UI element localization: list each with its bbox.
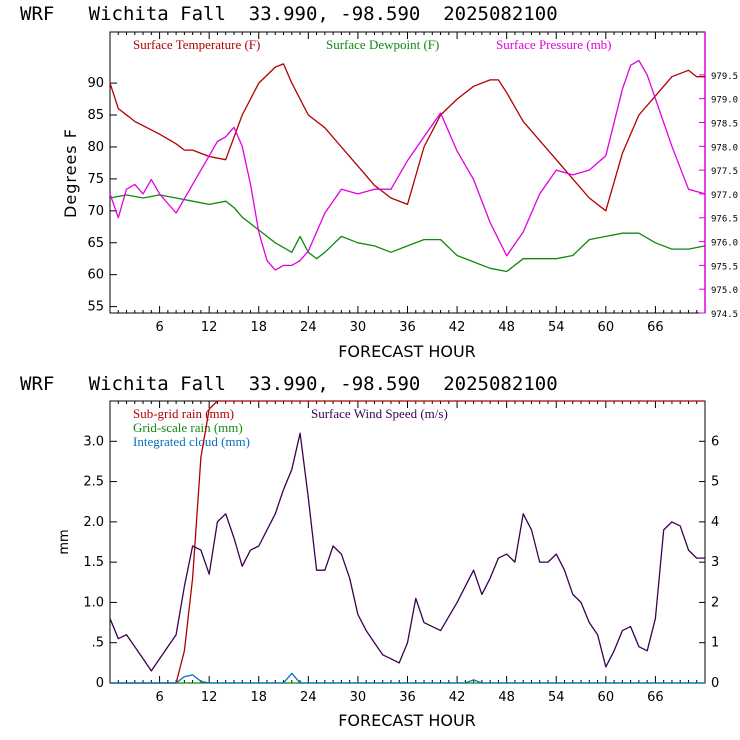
x-tick-label: 24 bbox=[300, 320, 317, 335]
chart2-legend-gridscale: Grid-scale rain (mm) bbox=[133, 420, 243, 435]
chart1-series bbox=[109, 59, 706, 273]
y2-tick-label: 976.5 bbox=[711, 215, 738, 225]
x-tick-label: 60 bbox=[598, 320, 615, 335]
y2-tick-label: 1 bbox=[711, 636, 719, 651]
y-tick-label: 2.5 bbox=[83, 475, 104, 490]
chart1-title: WRF Wichita Fall 33.990, -98.590 2025082… bbox=[20, 3, 558, 25]
chart2-x-axis-label: FORECAST HOUR bbox=[338, 711, 476, 730]
x-tick-label: 18 bbox=[250, 690, 267, 705]
chart-rain-wind: WRF Wichita Fall 33.990, -98.590 2025082… bbox=[20, 373, 719, 730]
chart1-x-axis-label: FORECAST HOUR bbox=[338, 342, 476, 361]
series-line-subgrid bbox=[110, 400, 705, 684]
y2-tick-label: 975.0 bbox=[711, 286, 738, 296]
x-tick-label: 12 bbox=[201, 690, 218, 705]
x-tick-label: 42 bbox=[449, 320, 466, 335]
x-tick-label: 36 bbox=[399, 320, 416, 335]
chart1-y-axis-label: Degrees F bbox=[61, 128, 80, 218]
y2-tick-label: 6 bbox=[711, 434, 719, 449]
y-tick-label: 80 bbox=[87, 140, 104, 155]
x-tick-label: 66 bbox=[647, 690, 664, 705]
y2-tick-label: 978.5 bbox=[711, 119, 738, 129]
series-line-dewpoint bbox=[109, 194, 706, 273]
y2-tick-label: 977.5 bbox=[711, 167, 738, 177]
y-tick-label: 2.0 bbox=[83, 515, 104, 530]
x-tick-label: 6 bbox=[155, 320, 163, 335]
chart1-legend-temperature: Surface Temperature (F) bbox=[133, 37, 260, 52]
y-tick-label: 60 bbox=[87, 268, 104, 283]
chart1-y-ticks: 55 60 65 70 75 80 85 90 bbox=[87, 76, 117, 315]
x-tick-label: 66 bbox=[647, 320, 664, 335]
x-tick-label: 48 bbox=[498, 690, 515, 705]
y-tick-label: 90 bbox=[87, 76, 104, 91]
y2-tick-label: 974.5 bbox=[711, 310, 738, 320]
series-line-temperature bbox=[109, 63, 705, 212]
x-tick-label: 54 bbox=[548, 690, 565, 705]
y-tick-label: 1.5 bbox=[83, 555, 104, 570]
y-tick-label: 75 bbox=[87, 172, 104, 187]
chart2-legend-wind: Surface Wind Speed (m/s) bbox=[311, 406, 448, 421]
x-tick-label: 48 bbox=[498, 320, 515, 335]
chart2-x-ticks: 6 12 18 24 30 36 42 48 54 60 66 bbox=[117, 401, 698, 705]
y2-tick-label: 3 bbox=[711, 555, 719, 570]
y2-tick-label: 0 bbox=[711, 676, 719, 691]
x-tick-label: 60 bbox=[598, 690, 615, 705]
y-tick-label: 65 bbox=[87, 236, 104, 251]
y2-tick-label: 5 bbox=[711, 475, 719, 490]
x-tick-label: 30 bbox=[350, 690, 367, 705]
x-tick-label: 30 bbox=[350, 320, 367, 335]
y2-tick-label: 979.0 bbox=[711, 96, 738, 106]
chart1-y2-ticks: 974.5 975.0 975.5 976.0 976.5 977.0 977.5 978.0… bbox=[699, 72, 738, 320]
chart2-legend-cloud: Integrated cloud (mm) bbox=[133, 434, 250, 449]
series-line-cloud bbox=[110, 672, 705, 684]
chart1-legend-dewpoint: Surface Dewpoint (F) bbox=[326, 37, 439, 52]
x-tick-label: 36 bbox=[399, 690, 416, 705]
x-tick-label: 42 bbox=[449, 690, 466, 705]
y2-tick-label: 978.0 bbox=[711, 143, 738, 153]
y-tick-label: .5 bbox=[92, 636, 104, 651]
series-line-pressure bbox=[109, 59, 706, 271]
chart1-x-ticks: 6 12 18 24 30 36 42 48 54 60 66 bbox=[117, 32, 698, 335]
chart2-y-ticks: 0 .5 1.0 1.5 2.0 2.5 3.0 bbox=[83, 434, 117, 691]
x-tick-label: 6 bbox=[155, 690, 163, 705]
y2-tick-label: 4 bbox=[711, 515, 719, 530]
x-tick-label: 24 bbox=[300, 690, 317, 705]
series-line-wind bbox=[109, 432, 705, 672]
x-tick-label: 18 bbox=[250, 320, 267, 335]
y-tick-label: 70 bbox=[87, 204, 104, 219]
chart2-legend-subgrid: Sub-grid rain (mm) bbox=[133, 406, 234, 421]
y-tick-label: 0 bbox=[96, 676, 104, 691]
chart2-y-axis-label: mm bbox=[57, 529, 72, 554]
chart-temperature-pressure: WRF Wichita Fall 33.990, -98.590 2025082… bbox=[20, 3, 738, 361]
y-tick-label: 3.0 bbox=[83, 434, 104, 449]
y-tick-label: 1.0 bbox=[83, 595, 104, 610]
y2-tick-label: 977.0 bbox=[711, 191, 738, 201]
chart2-y2-ticks: 0 1 2 3 4 5 6 bbox=[699, 434, 719, 691]
y2-tick-label: 2 bbox=[711, 595, 719, 610]
chart2-series bbox=[109, 400, 705, 684]
y-tick-label: 55 bbox=[87, 300, 104, 315]
y2-tick-label: 976.0 bbox=[711, 239, 738, 249]
chart1-legend-pressure: Surface Pressure (mb) bbox=[496, 37, 612, 52]
y-tick-label: 85 bbox=[87, 108, 104, 123]
y2-tick-label: 979.5 bbox=[711, 72, 738, 82]
chart2-title: WRF Wichita Fall 33.990, -98.590 2025082… bbox=[20, 373, 558, 395]
y2-tick-label: 975.5 bbox=[711, 262, 738, 272]
x-tick-label: 54 bbox=[548, 320, 565, 335]
x-tick-label: 12 bbox=[201, 320, 218, 335]
